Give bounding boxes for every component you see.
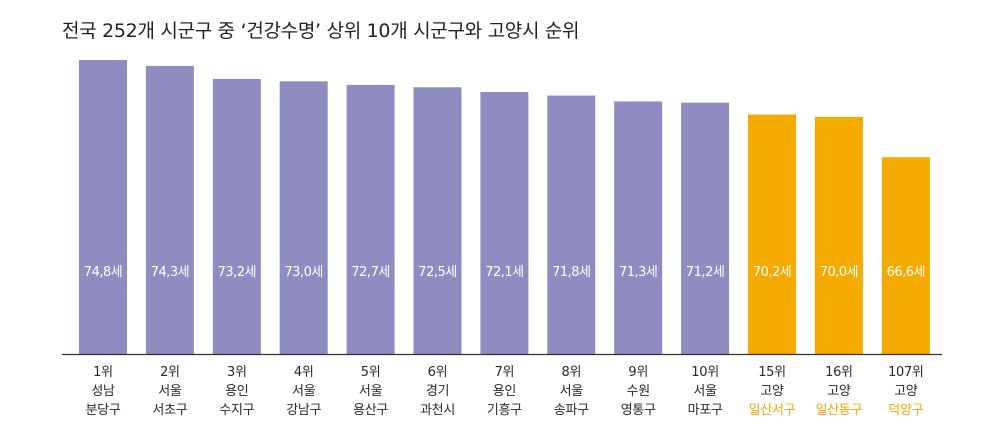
x-tick-district: 송파구: [554, 403, 589, 418]
bar: [881, 157, 930, 354]
bar-value-label: 72,7세: [351, 265, 389, 280]
x-tick-district: 과천시: [420, 403, 455, 418]
x-tick-rank: 10위: [691, 365, 719, 380]
bar-value-label: 74,8세: [84, 265, 122, 280]
x-tick-region: 용인: [225, 384, 248, 399]
bar-value-label: 74,3세: [151, 265, 189, 280]
bar: [346, 84, 395, 354]
x-tick-region: 서울: [359, 384, 383, 399]
x-tick-district: 서초구: [152, 403, 187, 418]
bar: [480, 92, 529, 355]
x-tick-district: 영통구: [621, 403, 656, 418]
x-tick-district: 마포구: [688, 403, 723, 418]
bar-value-label: 72,5세: [418, 265, 456, 280]
x-tick-district: 덕양구: [888, 403, 923, 418]
bar-value-label: 72,1세: [485, 265, 523, 280]
bar-value-label: 66,6세: [887, 265, 925, 280]
bar: [413, 87, 462, 355]
x-tick-district: 용산구: [353, 403, 388, 418]
x-tick-rank: 3위: [227, 365, 247, 380]
x-tick-rank: 5위: [361, 365, 381, 380]
x-tick-district: 기흥구: [487, 403, 522, 418]
x-tick-district: 분당구: [86, 403, 121, 418]
x-tick-region: 서울: [158, 384, 182, 399]
bar-value-label: 71,3세: [619, 265, 657, 280]
x-tick-district: 일산동구: [816, 403, 863, 418]
bar: [814, 116, 863, 354]
chart-title: 전국 252개 시군구 중 ‘건강수명’ 상위 10개 시군구와 고양시 순위: [62, 20, 580, 42]
x-tick-district: 수지구: [219, 403, 254, 418]
x-tick-region: 서울: [560, 384, 584, 399]
bar-value-label: 70,2세: [753, 265, 791, 280]
x-tick-rank: 6위: [428, 365, 448, 380]
x-tick-region: 수원: [627, 384, 650, 399]
x-tick-region: 서울: [292, 384, 316, 399]
bar: [212, 78, 261, 354]
x-tick-region: 경기: [426, 384, 449, 399]
x-tick-rank: 7위: [495, 365, 515, 380]
x-tick-rank: 1위: [93, 365, 113, 380]
x-tick-region: 성남: [91, 384, 115, 399]
bar-value-label: 71,8세: [552, 265, 590, 280]
x-tick-region: 고양: [827, 384, 851, 399]
x-tick-region: 고양: [760, 384, 784, 399]
bar: [279, 81, 328, 354]
x-tick-rank: 8위: [561, 365, 581, 380]
x-tick-district: 일산서구: [749, 403, 796, 418]
bar: [145, 65, 194, 354]
x-tick-district: 강남구: [286, 403, 321, 418]
x-tick-rank: 4위: [294, 365, 314, 380]
x-tick-region: 용인: [493, 384, 516, 399]
bar-value-label: 71,2세: [686, 265, 724, 280]
x-tick-rank: 16위: [825, 365, 853, 380]
bar: [547, 95, 596, 354]
x-tick-rank: 2위: [160, 365, 180, 380]
x-tick-rank: 107위: [888, 365, 924, 380]
bar: [79, 60, 127, 354]
x-tick-region: 고양: [894, 384, 918, 399]
bar-value-label: 73,2세: [218, 265, 256, 280]
x-tick-rank: 9위: [628, 365, 648, 380]
bar-value-label: 70,0세: [820, 265, 858, 280]
bar: [681, 102, 730, 354]
bar: [748, 114, 796, 354]
x-tick-rank: 15위: [758, 365, 786, 380]
bar: [614, 101, 663, 354]
bar-value-label: 73,0세: [284, 265, 322, 280]
x-tick-region: 서울: [693, 384, 717, 399]
